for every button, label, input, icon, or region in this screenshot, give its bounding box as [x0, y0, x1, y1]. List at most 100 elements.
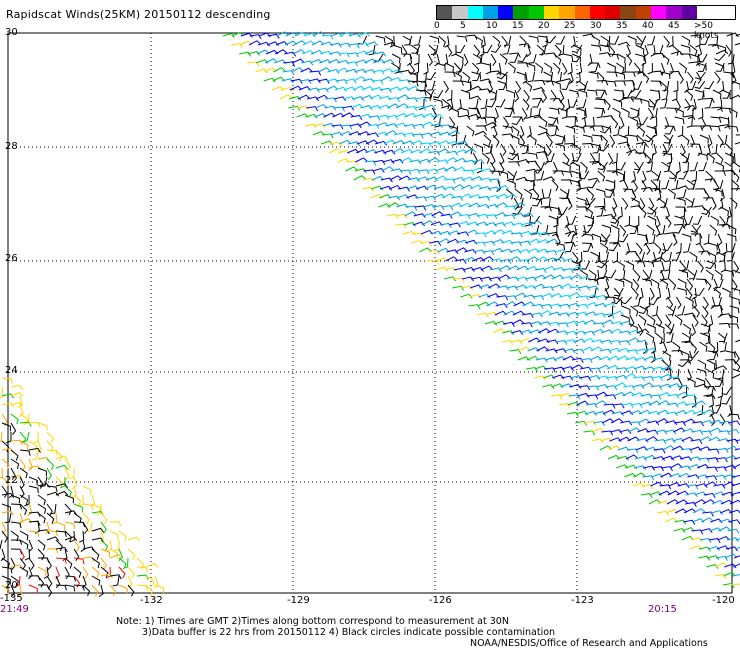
wind-barb — [606, 269, 617, 279]
wind-barb — [603, 98, 611, 111]
wind-barb — [10, 401, 24, 407]
wind-barb — [498, 170, 509, 179]
wind-barb — [625, 242, 631, 256]
wind-barb — [542, 176, 556, 181]
wind-barb — [565, 125, 576, 134]
wind-barb — [678, 188, 687, 199]
wind-barb — [589, 152, 596, 165]
wind-barb — [681, 260, 690, 272]
wind-barb — [678, 170, 689, 180]
wind-barb — [441, 205, 454, 211]
wind-barb — [14, 575, 21, 587]
wind-barb — [647, 410, 661, 416]
wind-barb — [710, 116, 722, 123]
wind-barb — [470, 176, 484, 181]
wind-barb — [82, 566, 89, 579]
wind-barb — [432, 204, 445, 211]
wind-barb — [703, 296, 709, 309]
wind-barb — [367, 123, 380, 129]
wind-barb — [688, 61, 701, 67]
wind-barb — [524, 276, 538, 282]
wind-barb — [731, 482, 740, 487]
lon-label-132: -132 — [140, 595, 163, 606]
wind-barb — [728, 314, 739, 323]
wind-barb — [718, 124, 731, 130]
wind-barb — [586, 294, 599, 300]
wind-barb — [444, 266, 457, 272]
wind-barb — [647, 420, 660, 426]
wind-barb — [533, 283, 546, 289]
wind-barb — [575, 420, 588, 426]
wind-barb — [446, 89, 453, 102]
wind-barb — [699, 538, 712, 544]
wind-barb — [273, 67, 286, 73]
wind-barb — [664, 125, 675, 135]
wind-barb — [406, 53, 413, 66]
wind-barb — [507, 152, 519, 161]
wind-barb — [691, 287, 697, 300]
wind-barb — [683, 519, 696, 525]
wind-barb — [475, 125, 488, 131]
wind-barb — [458, 134, 467, 145]
wind-barb — [689, 446, 702, 452]
wind-barb — [564, 215, 570, 229]
wind-barb — [519, 240, 532, 246]
wind-barb — [681, 535, 694, 541]
wind-barb — [658, 224, 666, 236]
wind-barb — [586, 188, 595, 201]
wind-barb — [719, 518, 732, 524]
wind-barb — [707, 251, 717, 261]
wind-barb — [443, 276, 457, 282]
wind-barb — [565, 242, 574, 253]
wind-barb — [542, 286, 555, 292]
wind-barb — [472, 159, 485, 164]
wind-barb — [717, 438, 730, 443]
wind-barb — [668, 278, 677, 291]
wind-barb — [349, 123, 362, 129]
wind-barb — [347, 43, 360, 49]
wind-barb — [302, 40, 316, 46]
wind-barb — [520, 322, 533, 328]
wind-barb — [661, 161, 670, 172]
wind-barb — [629, 116, 639, 127]
wind-barb — [719, 420, 732, 426]
wind-barb — [474, 130, 488, 136]
wind-barb — [702, 206, 711, 218]
wind-barb — [82, 485, 92, 496]
wind-barb — [551, 284, 564, 290]
wind-barb — [616, 260, 625, 271]
wind-barb — [46, 512, 55, 524]
wind-barb — [471, 98, 479, 110]
wind-barb — [683, 312, 696, 318]
wind-barb — [1, 485, 8, 498]
wind-barb — [541, 89, 548, 102]
wind-barb — [706, 152, 715, 164]
wind-barb — [730, 62, 736, 75]
wind-barb — [331, 124, 344, 130]
wind-barb — [626, 148, 639, 154]
wind-barb — [452, 176, 465, 182]
wind-barb — [684, 215, 694, 225]
wind-barb — [579, 269, 588, 280]
wind-barb — [734, 448, 740, 451]
wind-barb — [357, 32, 370, 37]
wind-barb — [513, 301, 526, 307]
scale-swatch — [650, 6, 667, 19]
wind-barb — [656, 314, 663, 327]
wind-barb — [377, 114, 390, 120]
wind-barb — [646, 161, 653, 173]
wind-barb — [420, 240, 433, 247]
wind-barb — [602, 409, 616, 415]
scale-swatch — [498, 6, 514, 19]
wind-barb — [595, 188, 606, 197]
wind-barb — [648, 197, 655, 211]
wind-barb — [481, 62, 492, 71]
wind-barb — [673, 224, 684, 234]
wind-barb — [333, 106, 346, 112]
wind-barb — [437, 247, 450, 253]
wind-barb — [436, 159, 449, 165]
wind-barb — [701, 409, 715, 415]
wind-barb — [19, 476, 25, 490]
wind-barb — [610, 321, 624, 326]
wind-barb — [652, 466, 665, 472]
